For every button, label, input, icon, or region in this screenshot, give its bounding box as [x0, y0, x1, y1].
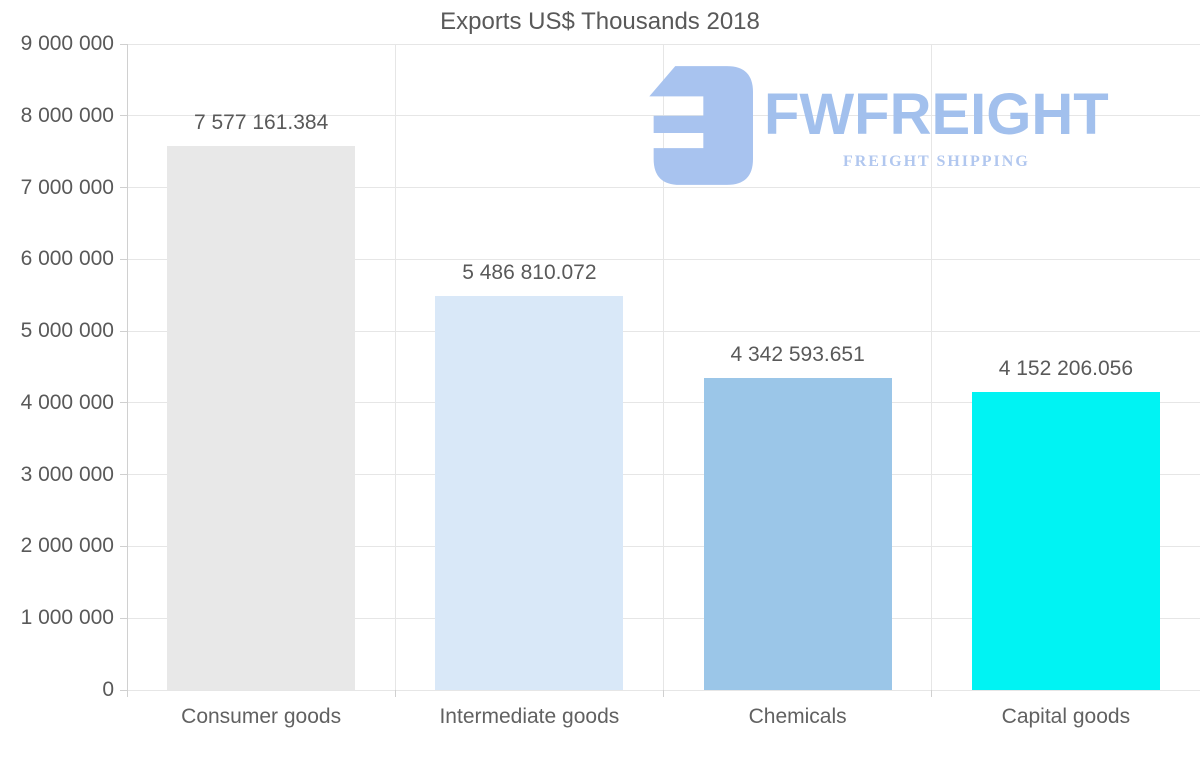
y-axis-label: 3 000 000	[20, 462, 114, 486]
y-axis-label: 7 000 000	[20, 175, 114, 199]
category-label: Intermediate goods	[439, 705, 620, 728]
chart-title: Exports US$ Thousands 2018	[440, 8, 760, 35]
y-axis-tick	[120, 187, 127, 189]
bar	[435, 296, 624, 690]
bar	[167, 146, 356, 690]
fwfreight-logo-icon	[649, 66, 753, 185]
category-label: Chemicals	[748, 705, 847, 728]
y-axis-tick	[120, 402, 127, 404]
y-axis-label: 4 000 000	[20, 390, 114, 414]
y-axis-tick	[120, 689, 127, 691]
y-axis-tick	[120, 258, 127, 260]
brand-tagline: FREIGHT SHIPPING	[842, 153, 1030, 170]
y-axis-label: 0	[102, 678, 114, 701]
y-axis-tick	[120, 330, 127, 332]
y-axis-label: 5 000 000	[20, 319, 114, 343]
bar	[971, 391, 1160, 690]
y-axis-tick	[120, 115, 127, 117]
y-axis-label: 1 000 000	[20, 606, 114, 630]
bar-value-label: 5 486 810.072	[462, 261, 597, 285]
fwfreight-mark-shape	[649, 66, 753, 185]
x-axis-tick	[394, 690, 396, 697]
bar	[703, 378, 892, 690]
bar-value-label: 4 152 206.056	[998, 356, 1134, 380]
gridline-vertical	[663, 44, 664, 690]
gridline-vertical	[394, 44, 396, 690]
bar-value-label: 4 342 593.651	[730, 343, 865, 367]
y-axis-label: 8 000 000	[20, 103, 114, 127]
y-axis-line	[127, 44, 128, 697]
y-axis-tick	[120, 43, 127, 45]
y-axis-tick	[120, 474, 127, 476]
category-label: Capital goods	[1001, 705, 1131, 728]
gridline-vertical	[931, 44, 933, 690]
y-axis-label: 9 000 000	[20, 32, 114, 55]
brand-watermark: FWFREIGHT FREIGHT SHIPPING	[645, 66, 1109, 185]
x-axis-tick	[931, 690, 933, 697]
y-axis-label: 6 000 000	[20, 247, 114, 271]
brand-name: FWFREIGHT	[764, 82, 1109, 147]
brand-text-block: FWFREIGHT FREIGHT SHIPPING	[764, 86, 1109, 171]
x-axis-tick	[663, 690, 664, 697]
y-axis-tick	[120, 617, 127, 619]
y-axis-label: 2 000 000	[20, 534, 114, 558]
y-axis-tick	[120, 545, 127, 547]
bar-value-label: 7 577 161.384	[193, 111, 329, 135]
category-label: Consumer goods	[181, 705, 342, 728]
